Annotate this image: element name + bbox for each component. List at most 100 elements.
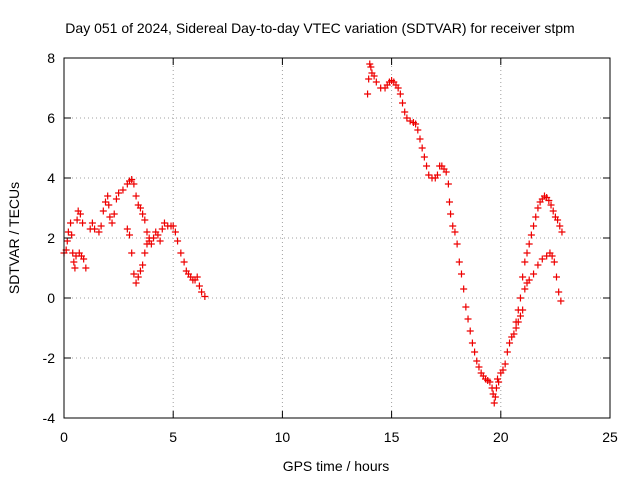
data-point (370, 72, 378, 80)
data-point (160, 219, 168, 227)
data-point (177, 249, 185, 257)
data-point (143, 228, 151, 236)
data-point (549, 207, 557, 215)
data-point (112, 195, 120, 203)
data-point (514, 306, 522, 314)
x-tick-label: 0 (60, 429, 68, 445)
data-point (534, 204, 542, 212)
data-point (416, 135, 424, 143)
data-point (132, 192, 140, 200)
data-point (136, 267, 144, 275)
y-tick-label: 8 (47, 50, 55, 66)
data-point (460, 285, 468, 293)
data-point (180, 258, 188, 266)
data-point (548, 252, 556, 260)
data-point (425, 171, 433, 179)
data-point (154, 231, 162, 239)
data-point (494, 375, 502, 383)
data-point (158, 225, 166, 233)
data-point (91, 225, 99, 233)
data-point (550, 258, 558, 266)
data-point (506, 339, 514, 347)
data-point (534, 261, 542, 269)
data-point (128, 176, 136, 183)
y-tick-label: 2 (47, 230, 55, 246)
data-point (134, 273, 142, 281)
chart-title: Day 051 of 2024, Sidereal Day-to-day VTE… (65, 20, 574, 36)
data-point (521, 285, 529, 293)
data-point (556, 222, 564, 230)
data-point (367, 63, 375, 71)
data-point (521, 258, 529, 266)
data-point (366, 60, 374, 68)
data-point (547, 201, 555, 209)
data-point (80, 255, 88, 263)
data-point (406, 117, 414, 125)
data-point (519, 273, 527, 281)
data-point (139, 210, 147, 218)
data-point (423, 162, 431, 170)
data-point (198, 288, 206, 296)
data-point (101, 198, 109, 206)
data-point (495, 378, 503, 386)
data-point (486, 378, 494, 386)
data-point (442, 168, 450, 176)
data-point (132, 279, 140, 287)
data-point (145, 234, 153, 242)
y-tick-label: 0 (47, 290, 55, 306)
data-point (525, 276, 533, 284)
data-points (60, 60, 566, 407)
data-point (555, 288, 563, 296)
data-point (445, 198, 453, 206)
data-point (538, 255, 546, 263)
data-point (106, 213, 114, 221)
data-point (552, 273, 560, 281)
data-point (88, 219, 96, 227)
data-point (396, 90, 404, 98)
data-point (530, 222, 538, 230)
data-point (171, 228, 179, 236)
data-point (471, 348, 479, 356)
y-tick-label: 4 (47, 170, 55, 186)
data-point (492, 384, 500, 392)
data-point (130, 180, 138, 188)
x-axis-label: GPS time / hours (283, 458, 390, 474)
data-point (462, 303, 470, 311)
data-point (558, 228, 566, 236)
data-point (82, 264, 90, 272)
data-point (169, 222, 177, 230)
data-point (516, 312, 524, 320)
data-point (128, 249, 136, 257)
data-point (512, 318, 520, 326)
data-point (510, 330, 518, 338)
data-point (491, 393, 499, 401)
data-point (455, 258, 463, 266)
data-point (119, 186, 127, 194)
x-tick-label: 20 (493, 429, 509, 445)
data-point (76, 210, 84, 218)
data-point (412, 120, 420, 128)
data-point (136, 204, 144, 212)
data-point (532, 213, 540, 221)
data-point (110, 210, 118, 218)
data-point (70, 258, 78, 266)
data-point (475, 363, 483, 371)
data-point (444, 180, 452, 188)
data-point (141, 249, 149, 257)
data-point (503, 348, 511, 356)
data-point (139, 261, 147, 269)
data-point (174, 237, 182, 245)
data-point (104, 192, 112, 200)
data-point (156, 237, 164, 245)
data-point (554, 216, 562, 224)
data-point (95, 228, 103, 236)
data-point (557, 297, 565, 305)
data-point (525, 240, 533, 248)
data-point (447, 210, 455, 218)
data-point (394, 84, 402, 92)
data-point (108, 219, 116, 227)
data-point (365, 75, 373, 83)
x-tick-label: 5 (169, 429, 177, 445)
data-point (433, 171, 441, 179)
data-point (99, 207, 107, 215)
